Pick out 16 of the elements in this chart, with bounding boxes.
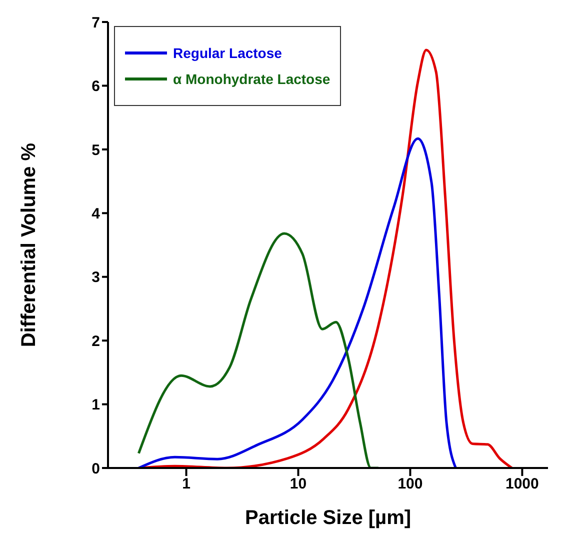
y-tick-label: 5 xyxy=(92,142,100,159)
y-tick-label: 3 xyxy=(92,269,100,286)
x-axis-title: Particle Size [µm] xyxy=(244,507,412,530)
y-tick-label: 6 xyxy=(92,78,100,96)
legend-label: α Monohydrate Lactose xyxy=(173,71,330,87)
y-tick-label: 4 xyxy=(92,205,101,222)
x-tick-label: 1000 xyxy=(506,476,539,493)
y-tick-label: 0 xyxy=(92,460,100,478)
y-tick-label: 7 xyxy=(92,14,100,32)
x-tick-label: 100 xyxy=(398,476,423,493)
y-axis-title: Differential Volume % xyxy=(18,142,40,348)
y-tick-label: 2 xyxy=(92,332,100,350)
y-tick-label: 1 xyxy=(92,396,100,414)
legend-label: Regular Lactose xyxy=(173,45,282,61)
x-tick-label: 1 xyxy=(182,476,190,493)
x-tick-label: 10 xyxy=(290,476,307,493)
